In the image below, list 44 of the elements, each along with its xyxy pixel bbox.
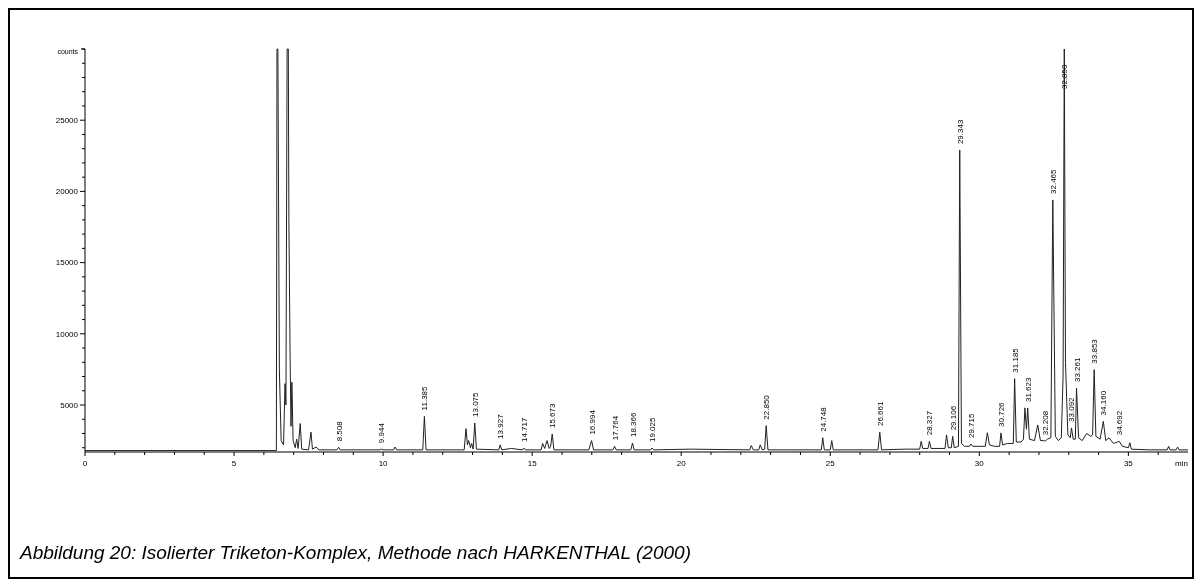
annotation: 32.465 xyxy=(1048,168,1058,194)
annotation: 19.025 xyxy=(648,416,658,443)
annotation: 32.850 xyxy=(1060,63,1070,89)
annotation: 13.927 xyxy=(496,413,506,439)
y-tick-label: 20000 xyxy=(55,187,79,197)
y-tick-label: 15000 xyxy=(55,258,79,268)
annotation: 24.748 xyxy=(818,406,828,432)
annotation: 16.994 xyxy=(587,409,597,435)
x-tick-label: 10 xyxy=(378,459,389,468)
x-tick-label: 25 xyxy=(825,459,836,468)
annotation: 18.366 xyxy=(628,412,638,438)
annotation: 32.208 xyxy=(1041,410,1051,436)
annotation: 29.343 xyxy=(955,119,965,145)
annotation: 34.692 xyxy=(1115,410,1125,436)
x-tick-label: 35 xyxy=(1123,459,1134,468)
y-tick-label: 25000 xyxy=(55,116,79,125)
text: Abbildung 20: Isolierter Triketon-Komplex, Methode nach HARKENTHAL (2000) xyxy=(19,542,691,563)
annotation: 29.715 xyxy=(966,413,976,439)
annotation: 14.717 xyxy=(519,416,529,443)
annotation: 31.185 xyxy=(1010,347,1020,373)
x-tick-label: 0 xyxy=(82,459,88,468)
annotation: 22.850 xyxy=(762,394,772,420)
annotation: 30.726 xyxy=(996,401,1006,427)
x-tick-label: 30 xyxy=(974,459,985,468)
annotation: 33.092 xyxy=(1067,396,1077,422)
annotation: 11.385 xyxy=(420,385,430,411)
annotation: 8.508 xyxy=(334,420,344,442)
x-axis-title: min xyxy=(1175,459,1188,468)
x-tick-label: 15 xyxy=(527,459,538,468)
annotation: 17.764 xyxy=(610,415,620,441)
x-tick-label: 5 xyxy=(231,459,237,468)
x-tick-label: 20 xyxy=(676,459,687,468)
annotation: 26.661 xyxy=(875,401,885,427)
annotation: 31.623 xyxy=(1023,376,1033,402)
annotation: 28.327 xyxy=(925,410,935,436)
annotation: 33.853 xyxy=(1090,338,1100,364)
annotation: 33.261 xyxy=(1072,357,1082,383)
annotation: 29.106 xyxy=(948,405,958,431)
annotation: 9.944 xyxy=(377,422,387,444)
annotation: 13.075 xyxy=(470,391,480,417)
annotation: 15.673 xyxy=(548,403,558,429)
y-tick-label: 5000 xyxy=(60,400,79,410)
annotation: 34.160 xyxy=(1099,390,1109,416)
y-tick-label: 10000 xyxy=(55,329,79,339)
